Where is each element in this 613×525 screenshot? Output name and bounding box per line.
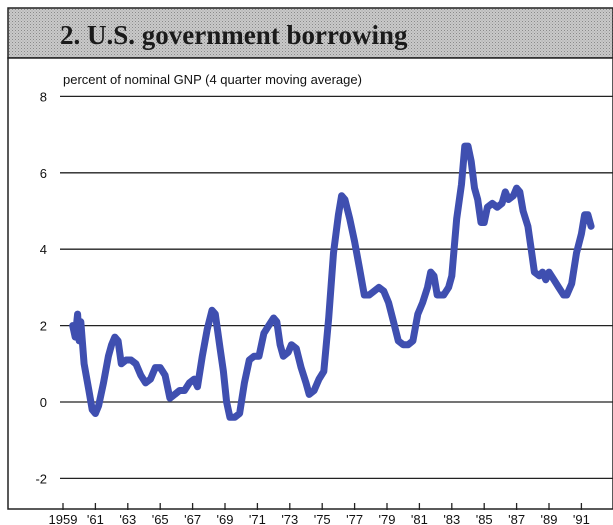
y-tick-label: 0 <box>40 395 47 410</box>
x-tick-labels: 1959 '61 '63 '65 '67 '69 '71 '73 '75 '77 '79 '81 '83… <box>49 512 590 525</box>
x-tick-label: '61 <box>87 512 104 525</box>
x-tick-label: '85 <box>476 512 493 525</box>
plot-frame <box>7 57 613 510</box>
series-line <box>69 142 595 421</box>
x-tick-label: 1959 <box>49 512 78 525</box>
x-tick-label: '83 <box>443 512 460 525</box>
x-tick-label: '89 <box>541 512 558 525</box>
chart-title: 2. U.S. government borrowing <box>60 20 408 50</box>
series-layer <box>69 142 595 421</box>
x-tick-label: '67 <box>184 512 201 525</box>
x-tick-label: '75 <box>314 512 331 525</box>
y-tick-label: -2 <box>35 471 47 486</box>
x-tick-label: '71 <box>249 512 266 525</box>
y-tick-labels: 8 6 4 2 0 -2 <box>35 89 47 486</box>
x-tick-label: '87 <box>508 512 525 525</box>
x-tick-label: '81 <box>411 512 428 525</box>
x-tick-label: '65 <box>152 512 169 525</box>
x-tick-label: '91 <box>573 512 590 525</box>
x-tick-label: '73 <box>281 512 298 525</box>
y-tick-label: 2 <box>40 319 47 334</box>
x-tick-label: '79 <box>379 512 396 525</box>
x-tick-label: '69 <box>217 512 234 525</box>
y-tick-label: 4 <box>40 242 47 257</box>
y-axis-label: percent of nominal GNP (4 quarter moving… <box>63 72 362 87</box>
y-tick-label: 6 <box>40 166 47 181</box>
y-tick-label: 8 <box>40 89 47 104</box>
title-banner <box>7 7 613 59</box>
x-tick-label: '63 <box>119 512 136 525</box>
x-tick-label: '77 <box>346 512 363 525</box>
x-tick-marks <box>62 503 583 510</box>
